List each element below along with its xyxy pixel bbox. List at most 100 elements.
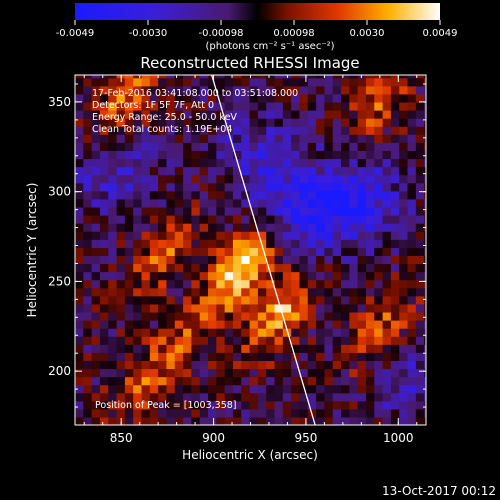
heatmap-cell (83, 142, 93, 151)
heatmap-cell (183, 166, 192, 176)
heatmap-cell (316, 360, 325, 370)
heatmap-cell (299, 416, 309, 425)
heatmap-cell (357, 376, 367, 386)
heatmap-cell (232, 311, 242, 321)
heatmap-cell (99, 239, 109, 248)
heatmap-cell (83, 150, 93, 160)
heatmap-cell (407, 263, 417, 273)
heatmap-cell (365, 303, 375, 313)
heatmap-cell (349, 255, 359, 265)
heatmap-cell (291, 392, 301, 402)
heatmap-cell (174, 320, 184, 329)
heatmap-cell (307, 352, 317, 361)
heatmap-cell (124, 126, 134, 135)
y-tick-label: 300 (48, 185, 71, 199)
heatmap-cell (216, 352, 226, 361)
heatmap-cell (224, 239, 234, 248)
heatmap-cell (390, 271, 400, 281)
heatmap-cell (324, 215, 334, 224)
heatmap-cell (324, 416, 334, 425)
heatmap-cell (208, 408, 217, 418)
heatmap-cell (124, 190, 134, 200)
heatmap-cell (108, 287, 118, 297)
heatmap-cell (232, 400, 242, 410)
heatmap-cell (232, 85, 242, 95)
heatmap-cell (390, 150, 400, 160)
heatmap-cell (224, 126, 234, 135)
heatmap-cell (99, 320, 109, 329)
heatmap-cell (249, 255, 259, 265)
heatmap-cell (316, 93, 325, 103)
heatmap-cell (75, 376, 84, 386)
heatmap-cell (116, 93, 126, 103)
heatmap-cell (166, 142, 176, 151)
heatmap-cell (357, 344, 367, 353)
heatmap-cell (183, 320, 192, 329)
heatmap-cell (424, 336, 426, 345)
heatmap-cell (316, 110, 325, 119)
heatmap-cell (365, 360, 375, 370)
heatmap-cell (83, 271, 93, 281)
heatmap-cell (257, 360, 267, 370)
heatmap-cell (407, 85, 417, 95)
heatmap-cell (349, 75, 359, 79)
heatmap-cell (357, 101, 367, 111)
heatmap-cell (307, 93, 317, 103)
heatmap-cell (208, 142, 217, 151)
heatmap-cell (174, 118, 184, 127)
heatmap-cell (332, 231, 342, 240)
heatmap-cell (357, 93, 367, 103)
heatmap-cell (116, 142, 126, 151)
heatmap-cell (299, 255, 309, 265)
heatmap-cell (407, 75, 417, 79)
heatmap-cell (424, 174, 426, 184)
heatmap-cell (108, 150, 118, 160)
heatmap-cell (282, 182, 292, 192)
heatmap-cell (141, 190, 151, 200)
heatmap-cell (199, 368, 209, 378)
heatmap-cell (183, 416, 192, 425)
heatmap-cell (216, 360, 226, 370)
heatmap-cell (174, 166, 184, 176)
heatmap-cell (191, 336, 201, 345)
heatmap-cell (299, 75, 309, 79)
heatmap-cell (133, 320, 143, 329)
heatmap-cell (91, 336, 101, 345)
heatmap-cell (149, 392, 159, 402)
heatmap-cell (349, 279, 359, 289)
heatmap-cell (241, 150, 251, 160)
heatmap-cell (241, 247, 251, 256)
heatmap-cell (158, 384, 168, 394)
heatmap-cell (91, 271, 101, 281)
heatmap-cell (299, 110, 309, 119)
heatmap-cell (249, 384, 259, 394)
heatmap-cell (199, 174, 209, 184)
heatmap-cell (75, 368, 84, 378)
heatmap-cell (324, 303, 334, 313)
heatmap-cell (224, 311, 234, 321)
heatmap-cell (407, 352, 417, 361)
heatmap-cell (183, 263, 192, 273)
heatmap-cell (374, 376, 384, 386)
heatmap-cell (299, 239, 309, 248)
heatmap-cell (183, 271, 192, 281)
heatmap-cell (407, 416, 417, 425)
heatmap-cell (91, 328, 101, 337)
heatmap-cell (291, 384, 301, 394)
heatmap-cell (415, 392, 425, 402)
heatmap-cell (424, 206, 426, 216)
heatmap-cell (390, 352, 400, 361)
heatmap-cell (382, 368, 392, 378)
heatmap-cell (166, 320, 176, 329)
heatmap-cell (382, 134, 392, 143)
heatmap-cell (390, 190, 400, 200)
heatmap-cell (390, 320, 400, 329)
heatmap-cell (241, 198, 251, 208)
heatmap-cell (407, 198, 417, 208)
heatmap-cell (141, 360, 151, 370)
heatmap-cell (124, 239, 134, 248)
heatmap-cell (208, 368, 217, 378)
heatmap-cell (349, 416, 359, 425)
heatmap-cell (75, 190, 84, 200)
heatmap-cell (415, 118, 425, 127)
